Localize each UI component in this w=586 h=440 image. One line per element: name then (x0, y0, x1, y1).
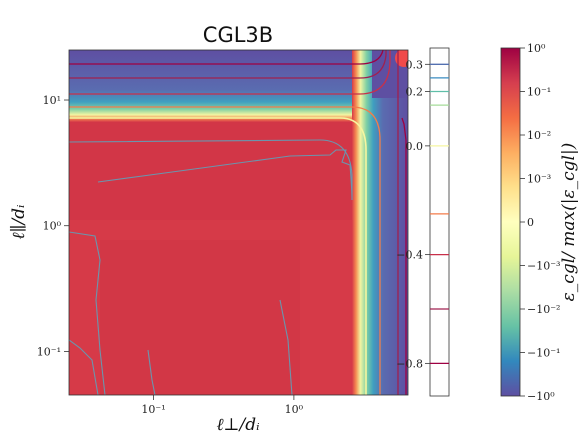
colorbar-tick-label-8: −10⁰ (527, 390, 555, 403)
region-top-band (69, 50, 408, 122)
contour-transition (69, 117, 367, 395)
y-tick-label-2: 10¹ (43, 94, 61, 107)
contour-tick-label-1: 0.2 (406, 86, 424, 99)
contour-top-2 (69, 50, 387, 79)
contour-top-4 (69, 106, 381, 395)
y-tick-label-0: 10⁻¹ (37, 345, 61, 358)
contour-top-3 (69, 50, 391, 95)
colorbar-tick-label-0: 10⁰ (527, 42, 546, 55)
heatmap-area (69, 50, 408, 395)
contour-tick-label-3: −0.4 (396, 249, 423, 262)
x-tick-label-0: 10⁻¹ (141, 403, 165, 416)
contour-colorbar-ticks: 0.3 0.2 0.0 −0.4 −0.8 (396, 58, 430, 370)
x-tick-label-1: 10⁰ (285, 403, 304, 416)
colorbar-ticks: 10⁰ 10⁻¹ 10⁻² 10⁻³ 0 −10⁻³ −10⁻² −10⁻¹ −10⁰ (520, 42, 560, 403)
colorbar-tick-label-6: −10⁻² (527, 303, 560, 316)
contour-bulk-lower (69, 299, 293, 395)
colorbar-gradient (500, 47, 521, 397)
x-axis-ticks: 10⁻¹ 10⁰ (141, 395, 304, 416)
colorbar-tick-label-3: 10⁻³ (527, 173, 551, 186)
contour-top-1 (69, 50, 384, 65)
colorbar-tick-label-7: −10⁻¹ (527, 347, 560, 360)
contour-colorbar-frame (429, 47, 450, 397)
y-tick-label-1: 10⁰ (43, 220, 62, 233)
colorbar-tick-label-1: 10⁻¹ (527, 86, 551, 99)
contour-colorbar-levels (430, 63, 449, 365)
plot-frame (68, 49, 409, 396)
region-bulk-shade-1 (69, 120, 359, 220)
contour-tick-label-2: 0.0 (406, 140, 424, 153)
colorbar-label: ε_cgl/ max(|ε_cgl|) (559, 143, 579, 302)
contour-tick-label-0: 0.3 (406, 58, 424, 71)
chart-title: CGL3B (203, 23, 273, 47)
y-axis-ticks: 10⁻¹ 10⁰ 10¹ (37, 94, 69, 358)
colorbar-tick-label-5: −10⁻³ (527, 260, 560, 273)
region-bulk-shade-2 (100, 240, 300, 395)
colorbar-tick-label-4: 0 (527, 216, 534, 229)
x-axis-label: ℓ⊥/dᵢ (216, 415, 259, 435)
contour-tick-label-4: −0.8 (396, 357, 423, 370)
contour-right-2 (401, 117, 407, 395)
colorbar-tick-label-2: 10⁻² (527, 129, 551, 142)
contour-bulk-upper (69, 139, 353, 201)
y-axis-label: ℓ∥/dᵢ (9, 205, 29, 240)
contour-bulk-left (69, 231, 106, 395)
